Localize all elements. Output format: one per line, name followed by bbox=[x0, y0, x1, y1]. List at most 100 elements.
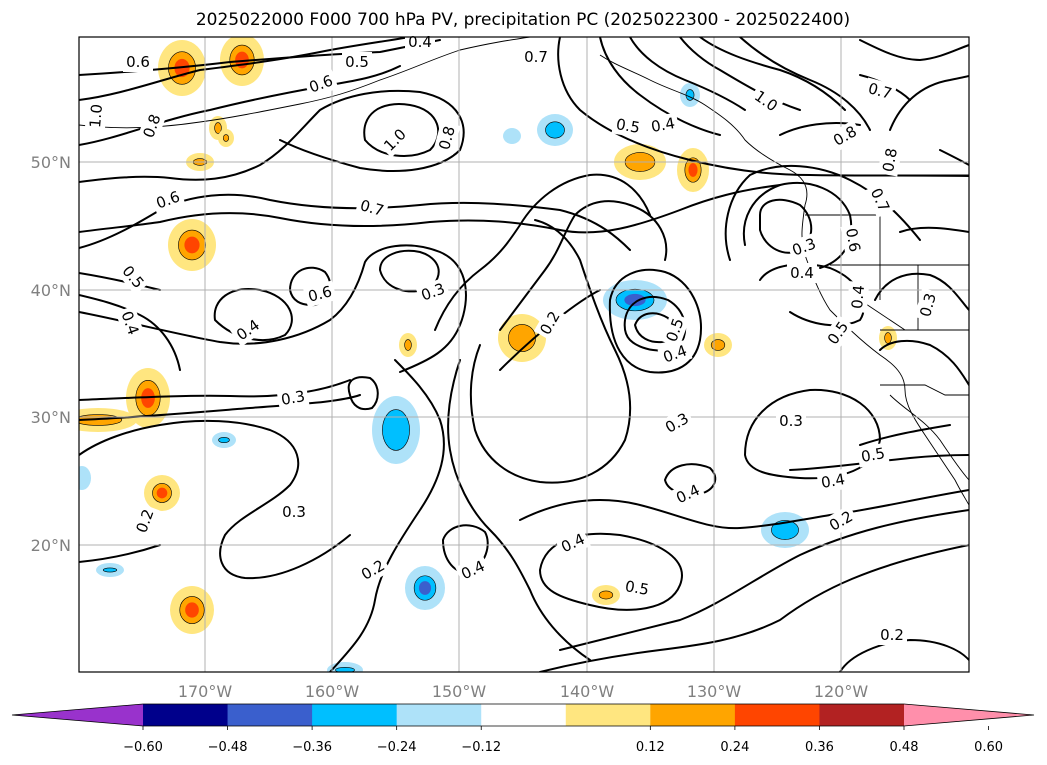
precipitation-layer bbox=[79, 37, 897, 672]
contour-label-text: 0.4 bbox=[848, 284, 868, 309]
contour-label: 0.2 bbox=[877, 625, 907, 645]
pv-contour bbox=[939, 149, 969, 166]
us-state-borders bbox=[805, 214, 969, 331]
contour-label-text: 0.5 bbox=[624, 577, 651, 599]
pv-contour bbox=[447, 359, 591, 661]
contour-label-text: 0.5 bbox=[345, 53, 369, 71]
contour-label: 0.3 bbox=[276, 385, 310, 411]
contour-label-gap bbox=[877, 143, 903, 177]
colorbar-segment bbox=[734, 704, 820, 726]
contour-label: 0.5 bbox=[342, 52, 372, 72]
lon-tick-label: 170°W bbox=[178, 682, 233, 701]
pv-contour bbox=[79, 272, 161, 291]
contour-label: 0.6 bbox=[840, 223, 866, 257]
precip-positive-cell bbox=[218, 129, 234, 147]
contour-label-gap bbox=[303, 69, 339, 99]
contour-label-text: 0.3 bbox=[280, 387, 307, 409]
contour-label-gap bbox=[123, 52, 153, 72]
pv-contour bbox=[79, 544, 161, 563]
lat-tick-label: 20°N bbox=[31, 536, 71, 555]
pv-contour bbox=[879, 339, 969, 386]
colorbar-segment bbox=[819, 704, 905, 726]
contour-label-gap bbox=[862, 77, 898, 105]
colorbar-segment bbox=[312, 704, 398, 726]
colorbar-tick-label: 0.24 bbox=[720, 740, 749, 755]
precip-band bbox=[508, 324, 536, 352]
contour-label: 0.5 bbox=[620, 575, 654, 601]
contour-label-gap bbox=[659, 406, 695, 440]
pv-contour bbox=[79, 294, 181, 371]
precip-band bbox=[404, 339, 412, 351]
pv-contour bbox=[79, 379, 351, 401]
pv-contour bbox=[539, 544, 969, 672]
precip-negative-cell bbox=[680, 83, 700, 107]
colorbar: −0.60 −0.48 −0.36 −0.24 −0.12 0.12 0.24 0.36 0.4… bbox=[11, 703, 1035, 755]
contour-label-gap bbox=[229, 313, 267, 347]
pv-contour bbox=[899, 226, 969, 233]
colorbar-extend-max bbox=[904, 704, 1034, 726]
contour-label-gap bbox=[555, 527, 591, 559]
contour-label-gap bbox=[533, 305, 567, 341]
lon-tick-label: 130°W bbox=[687, 682, 742, 701]
colorbar-tick-label: −0.36 bbox=[292, 740, 332, 755]
contour-label-text: 1.0 bbox=[86, 103, 106, 128]
precip-positive-cell bbox=[592, 585, 620, 605]
contour-label-gap bbox=[433, 120, 461, 156]
contour-label: 0.3 bbox=[279, 502, 309, 522]
contour-label: 0.4 bbox=[115, 305, 145, 341]
contour-label-gap bbox=[521, 47, 551, 67]
precip-positive-cell bbox=[168, 219, 216, 271]
precip-band bbox=[418, 581, 432, 595]
precip-band bbox=[79, 466, 91, 490]
pv-contour bbox=[79, 65, 401, 146]
precip-band bbox=[688, 163, 698, 177]
lat-tick-label: 30°N bbox=[31, 408, 71, 427]
contour-label-text: 0.3 bbox=[916, 291, 940, 319]
precip-positive-cell bbox=[144, 475, 180, 511]
alaska-coastline bbox=[79, 37, 531, 129]
colorbar-tick-label: −0.48 bbox=[208, 740, 248, 755]
contour-label-gap bbox=[747, 84, 785, 118]
colorbar-tick-label: 0.12 bbox=[636, 740, 665, 755]
contour-label-text: 0.7 bbox=[358, 196, 386, 220]
contour-label-gap bbox=[342, 52, 372, 72]
contour-label-text: 0.6 bbox=[842, 227, 864, 254]
contour-label-gap bbox=[776, 411, 806, 431]
contour-label: 0.4 bbox=[405, 32, 435, 52]
contour-label-gap bbox=[620, 575, 654, 601]
contour-label: 0.6 bbox=[123, 52, 153, 72]
precip-band bbox=[184, 236, 200, 254]
contour-label-text: 0.5 bbox=[860, 444, 887, 466]
pv-contour bbox=[608, 268, 702, 374]
gulf-of-california-coast bbox=[889, 394, 969, 481]
contour-label-gap bbox=[354, 194, 390, 222]
pv-contour bbox=[469, 219, 632, 484]
precip-negative-cell bbox=[537, 114, 573, 146]
pv-contour bbox=[79, 89, 465, 183]
contour-label-gap bbox=[787, 263, 817, 283]
contour-label-gap bbox=[816, 468, 850, 494]
contour-label-gap bbox=[657, 339, 693, 369]
contour-label-gap bbox=[276, 385, 310, 411]
contour-label-text: 0.7 bbox=[524, 48, 548, 66]
contour-label-gap bbox=[864, 182, 896, 218]
pv-contour bbox=[839, 639, 969, 672]
lat-tick-label: 50°N bbox=[31, 153, 71, 172]
precip-band bbox=[710, 339, 726, 351]
contour-label-gap bbox=[914, 287, 942, 323]
pv-contour bbox=[889, 75, 969, 131]
precip-band bbox=[598, 590, 614, 600]
contour-label: 0.4 bbox=[846, 281, 870, 313]
pv-contour bbox=[79, 184, 781, 234]
pv-contour bbox=[329, 359, 445, 672]
pv-contour bbox=[434, 173, 651, 331]
contour-label-gap bbox=[646, 112, 680, 138]
pv-contour bbox=[629, 37, 746, 111]
contour-label: 0.6 bbox=[302, 280, 338, 308]
contour-label-gap bbox=[786, 232, 822, 262]
contour-label-text: 0.8 bbox=[435, 124, 459, 152]
pv-contour bbox=[559, 509, 969, 651]
contour-label-gap bbox=[377, 122, 413, 158]
pv-contour bbox=[347, 376, 379, 411]
contour-label: 0.7 bbox=[862, 77, 898, 105]
